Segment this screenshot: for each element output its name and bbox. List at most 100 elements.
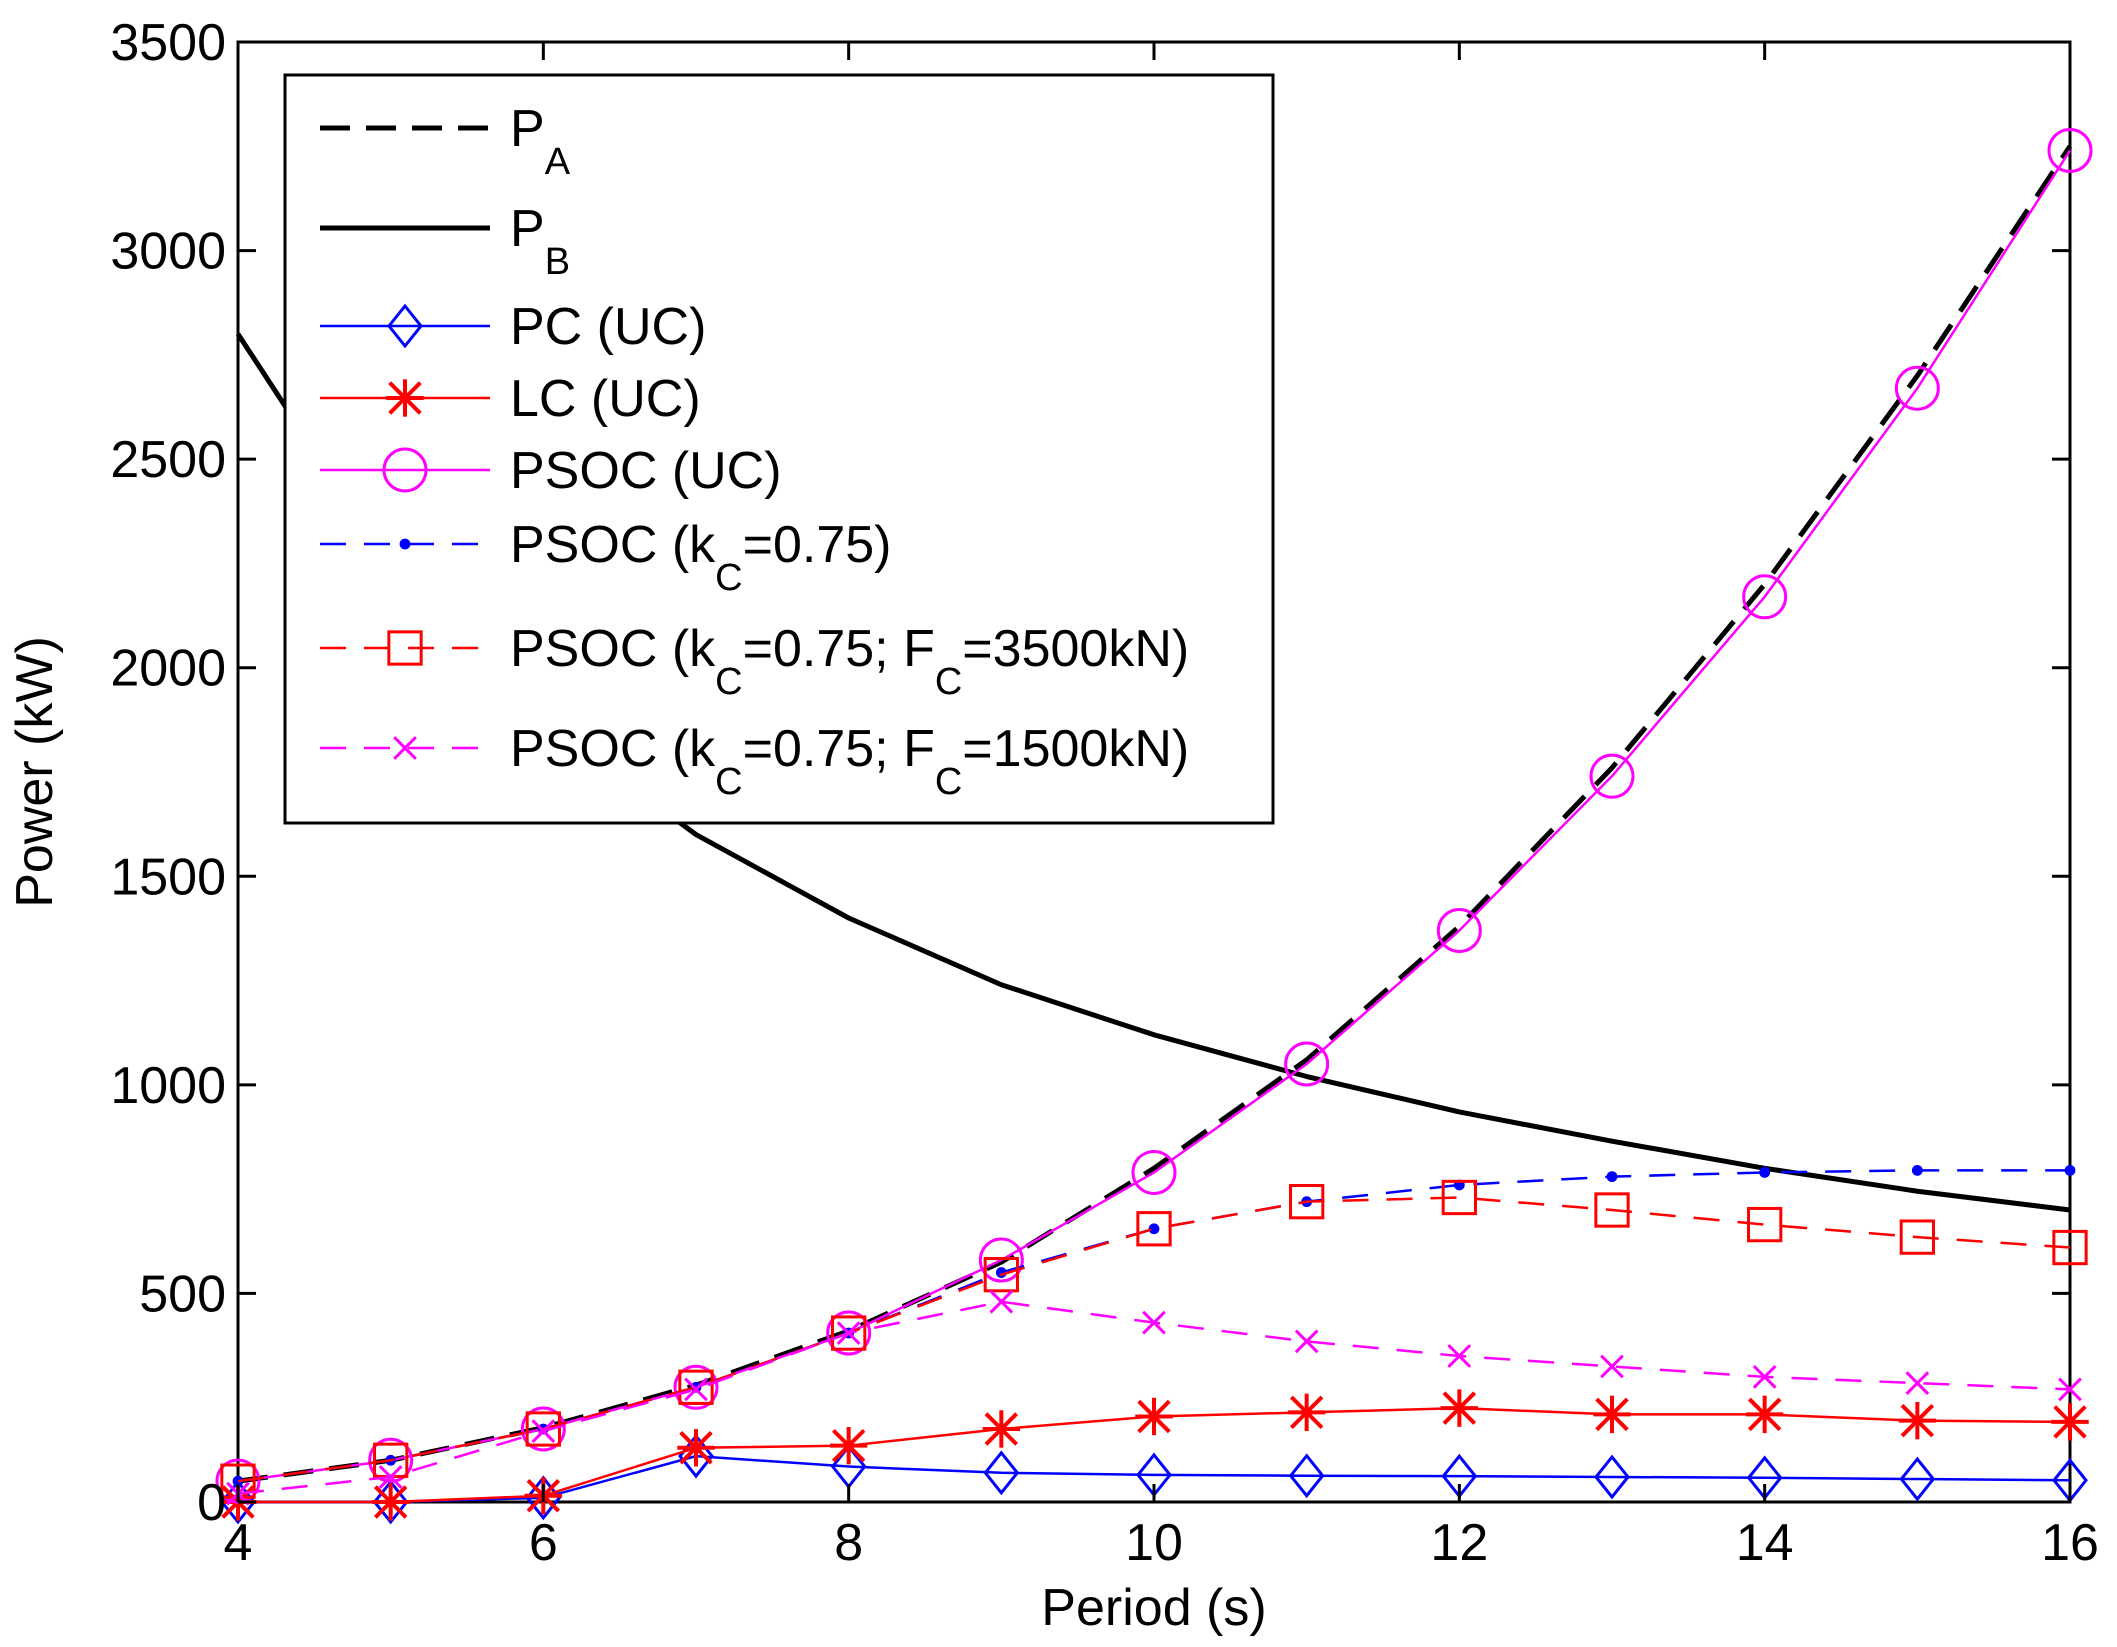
- x-tick-label: 16: [2041, 1514, 2099, 1572]
- y-tick-label: 3500: [110, 14, 226, 72]
- data-point: [1136, 1211, 1172, 1247]
- data-point: [2051, 1403, 2089, 1441]
- data-point: [1747, 1206, 1783, 1243]
- data-point: [1745, 1395, 1784, 1434]
- data-point: [382, 447, 428, 493]
- data-point: [220, 1479, 256, 1525]
- y-tick-label: 1500: [110, 848, 226, 906]
- y-tick-label: 0: [197, 1474, 226, 1532]
- data-point: [1436, 908, 1482, 954]
- legend-label: PA: [510, 100, 571, 183]
- data-point: [520, 1406, 566, 1452]
- data-point: [1142, 1310, 1166, 1335]
- x-tick-label: 8: [834, 1514, 863, 1572]
- data-point: [2058, 1377, 2082, 1402]
- x-tick-label: 4: [224, 1514, 253, 1572]
- data-point: [983, 1257, 1019, 1293]
- data-point: [2047, 127, 2093, 173]
- data-point: [1284, 1041, 1330, 1087]
- data-point: [826, 1310, 872, 1356]
- series-line: [237, 144, 2073, 1484]
- data-point: [399, 538, 411, 550]
- data-point: [386, 379, 424, 417]
- legend-item: PSOC (UC): [320, 442, 782, 500]
- marker-stroke: [836, 1321, 861, 1345]
- data-point: [1441, 1179, 1477, 1216]
- data-point: [1589, 753, 1635, 799]
- data-point: [1131, 1149, 1177, 1195]
- legend-label: PB: [510, 200, 570, 283]
- data-point: [1593, 1395, 1631, 1434]
- legend-label: PSOC (UC): [510, 442, 782, 500]
- data-point: [1594, 1192, 1630, 1228]
- marker-stroke: [1294, 1329, 1319, 1354]
- data-point: [387, 303, 423, 349]
- data-point: [1905, 1371, 1930, 1395]
- y-tick-label: 1000: [110, 1057, 226, 1115]
- data-point: [1600, 1354, 1624, 1379]
- legend: PA PB PC (UC) LC (UC) PSOC (UC) PSOC (kC=0.75…: [283, 73, 1275, 825]
- data-point: [1911, 1164, 1923, 1176]
- data-point: [1742, 574, 1788, 620]
- data-point: [978, 1237, 1024, 1283]
- legend-item: PC (UC): [320, 298, 706, 356]
- data-point: [1447, 1344, 1472, 1368]
- legend-item: PSOC (kC=0.75; FC=3500kN): [320, 620, 1189, 703]
- marker-stroke: [1142, 1310, 1166, 1335]
- x-axis-title: Period (s): [1041, 1579, 1266, 1637]
- data-point: [1288, 1453, 1325, 1499]
- legend-item: PB: [320, 200, 570, 283]
- data-point: [684, 1377, 708, 1402]
- data-point: [836, 1321, 861, 1345]
- data-point: [2052, 1229, 2088, 1266]
- data-point: [989, 1289, 1014, 1314]
- marker-stroke: [1600, 1354, 1624, 1379]
- legend-label: LC (UC): [510, 370, 701, 428]
- y-tick-label: 2000: [110, 640, 226, 698]
- data-point: [829, 1426, 868, 1465]
- marker-stroke: [531, 1419, 556, 1443]
- legend-item: PSOC (kC=0.75; FC=1500kN): [320, 720, 1189, 803]
- marker-stroke: [1447, 1344, 1472, 1368]
- series-pa: [237, 144, 2073, 1484]
- y-tick-label: 2500: [110, 431, 226, 489]
- data-point: [1894, 365, 1940, 411]
- marker-stroke: [684, 1377, 708, 1402]
- data-point: [1440, 1389, 1479, 1427]
- y-tick-label: 3000: [110, 223, 226, 281]
- marker-stroke: [378, 1465, 403, 1489]
- data-point: [995, 1267, 1007, 1278]
- marker-stroke: [989, 1289, 1014, 1314]
- legend-item: PA: [320, 100, 571, 183]
- y-axis-title: Power (kW): [6, 636, 64, 908]
- data-point: [678, 1369, 714, 1405]
- data-point: [983, 1450, 1020, 1496]
- data-point: [831, 1315, 867, 1351]
- data-point: [673, 1364, 719, 1410]
- data-point: [1294, 1329, 1319, 1354]
- data-point: [1759, 1167, 1771, 1178]
- marker-stroke: [393, 736, 417, 760]
- x-tick-label: 10: [1125, 1514, 1183, 1572]
- data-point: [2064, 1164, 2076, 1176]
- data-point: [378, 1465, 403, 1489]
- data-point: [372, 1479, 409, 1525]
- data-point: [1606, 1171, 1618, 1183]
- legend-box: [283, 73, 1275, 825]
- data-point: [1899, 1456, 1936, 1502]
- tick-layer: 4 6 8 10 12 14 16 0 500 1000 1500 2000 2500 3000 3500: [110, 14, 2099, 1572]
- marker-stroke: [2058, 1377, 2082, 1402]
- legend-label: PSOC (kC=0.75; FC=3500kN): [510, 620, 1189, 703]
- legend-label: PSOC (kC=0.75; FC=1500kN): [510, 720, 1189, 803]
- data-point: [1594, 1454, 1630, 1500]
- data-point: [1287, 1393, 1326, 1432]
- x-tick-label: 12: [1430, 1514, 1488, 1572]
- data-point: [982, 1410, 1021, 1448]
- marker-stroke: [1905, 1371, 1930, 1395]
- data-point: [387, 630, 423, 666]
- data-point: [1752, 1364, 1777, 1389]
- legend-item: LC (UC): [320, 370, 701, 428]
- marker-stroke: [1752, 1364, 1777, 1389]
